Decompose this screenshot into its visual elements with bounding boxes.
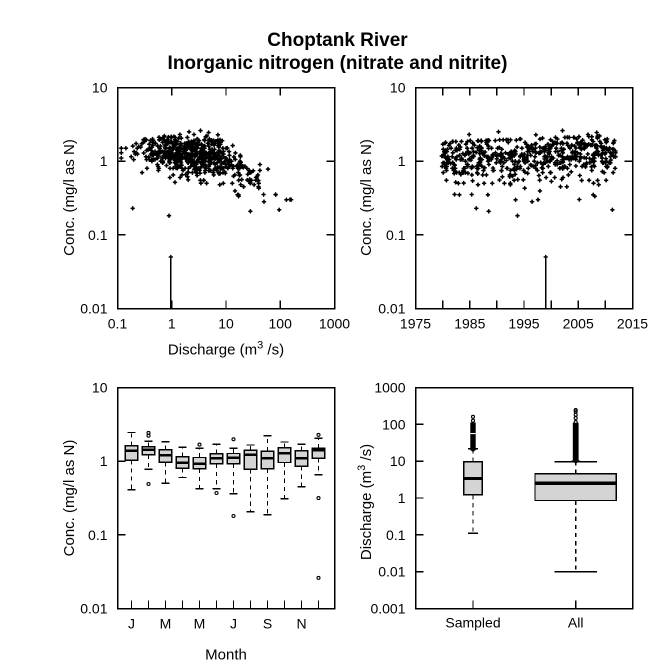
svg-text:0.01: 0.01	[378, 564, 405, 580]
svg-text:All: All	[568, 615, 584, 631]
svg-text:1: 1	[398, 490, 406, 506]
svg-text:1000: 1000	[374, 380, 405, 396]
svg-text:M: M	[160, 616, 172, 632]
svg-text:N: N	[296, 616, 306, 632]
svg-text:100: 100	[382, 416, 406, 432]
svg-text:Discharge (m3 /s): Discharge (m3 /s)	[168, 340, 284, 359]
svg-text:Conc. (mg/l as N): Conc. (mg/l as N)	[358, 139, 375, 256]
svg-text:Choptank River: Choptank River	[267, 30, 408, 51]
svg-text:J: J	[128, 616, 135, 632]
svg-text:0.01: 0.01	[378, 301, 405, 317]
svg-text:1: 1	[100, 453, 108, 469]
svg-text:Sampled: Sampled	[445, 615, 500, 631]
svg-text:Inorganic nitrogen (nitrate an: Inorganic nitrogen (nitrate and nitrite)	[168, 53, 508, 74]
svg-text:1985: 1985	[454, 316, 485, 332]
svg-text:1: 1	[168, 316, 176, 332]
svg-text:Discharge (m3 /s): Discharge (m3 /s)	[356, 444, 375, 560]
svg-text:0.1: 0.1	[108, 316, 128, 332]
svg-text:2005: 2005	[563, 316, 594, 332]
svg-text:J: J	[230, 616, 237, 632]
svg-text:M: M	[194, 616, 206, 632]
svg-text:1: 1	[100, 153, 108, 169]
svg-text:0.001: 0.001	[370, 601, 405, 617]
svg-text:0.01: 0.01	[80, 601, 107, 617]
svg-text:1: 1	[398, 153, 406, 169]
svg-text:0.1: 0.1	[88, 227, 108, 243]
svg-text:10: 10	[390, 80, 406, 96]
svg-text:1975: 1975	[400, 316, 431, 332]
svg-text:1000: 1000	[319, 316, 350, 332]
svg-text:Conc. (mg/l as N): Conc. (mg/l as N)	[61, 440, 78, 557]
svg-text:0.1: 0.1	[88, 527, 108, 543]
svg-text:0.1: 0.1	[386, 527, 406, 543]
svg-text:0.1: 0.1	[386, 227, 406, 243]
svg-text:10: 10	[218, 316, 234, 332]
svg-text:0.01: 0.01	[80, 301, 107, 317]
svg-text:10: 10	[390, 453, 406, 469]
svg-text:Month: Month	[205, 647, 247, 664]
svg-text:S: S	[263, 616, 272, 632]
svg-text:10: 10	[92, 80, 108, 96]
svg-text:1995: 1995	[508, 316, 539, 332]
svg-text:2015: 2015	[617, 316, 648, 332]
svg-text:100: 100	[269, 316, 293, 332]
svg-text:10: 10	[92, 380, 108, 396]
svg-text:Conc. (mg/l as N): Conc. (mg/l as N)	[61, 139, 78, 256]
